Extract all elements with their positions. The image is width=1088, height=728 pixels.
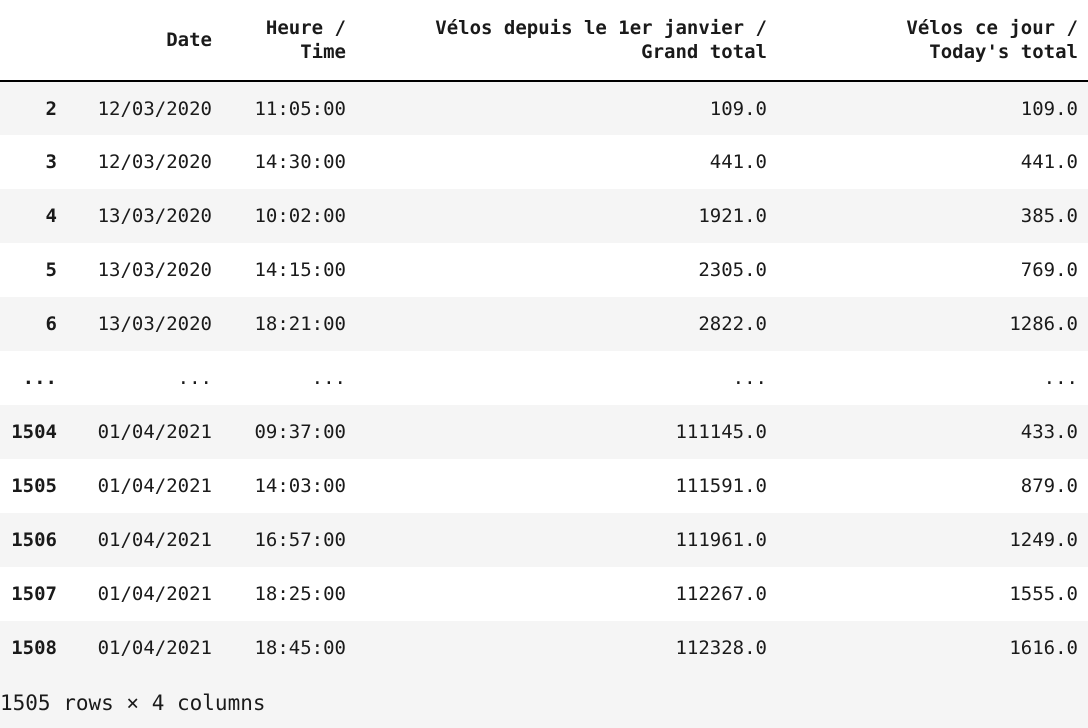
cell-time: 14:30:00	[254, 151, 346, 173]
header-today-line2: Today's total	[929, 41, 1078, 63]
header-index	[0, 0, 67, 82]
dataframe-shape-text: 1505 rows × 4 columns	[0, 691, 266, 715]
header-grand-line1: Vélos depuis le 1er janvier /	[435, 17, 767, 39]
header-row: Date Heure / Time Vélos depuis le 1er ja…	[0, 0, 1088, 82]
cell-today-total: 1555.0	[1009, 583, 1078, 605]
cell-today-total: 433.0	[1020, 421, 1078, 443]
cell-grand-total: 2822.0	[698, 313, 767, 335]
cell-grand-total: 109.0	[709, 97, 767, 120]
cell-time: 11:05:00	[254, 97, 346, 120]
header-today-total: Vélos ce jour / Today's total	[777, 0, 1088, 82]
header-time: Heure / Time	[222, 0, 356, 82]
row-index: 6	[45, 313, 57, 335]
table-row: 1507 01/04/2021 18:25:00 112267.0 1555.0	[0, 567, 1088, 621]
table-row: 4 13/03/2020 10:02:00 1921.0 385.0	[0, 189, 1088, 243]
cell-date: 13/03/2020	[97, 259, 212, 281]
table-row: 2 12/03/2020 11:05:00 109.0 109.0	[0, 81, 1088, 135]
cell-today-total: 769.0	[1020, 259, 1078, 281]
table-row: 5 13/03/2020 14:15:00 2305.0 769.0	[0, 243, 1088, 297]
table-row: 1504 01/04/2021 09:37:00 111145.0 433.0	[0, 405, 1088, 459]
cell-date: 01/04/2021	[97, 421, 212, 443]
cell-time: 16:57:00	[254, 529, 346, 551]
row-index: 1504	[11, 421, 57, 443]
cell-date: 01/04/2021	[97, 475, 212, 497]
cell-grand-total: 111145.0	[675, 421, 767, 443]
cell-time: 14:03:00	[254, 475, 346, 497]
output-background	[0, 655, 1088, 728]
cell-today-total: 1249.0	[1009, 529, 1078, 551]
cell-date: 01/04/2021	[97, 583, 212, 605]
table-row: 1506 01/04/2021 16:57:00 111961.0 1249.0	[0, 513, 1088, 567]
cell-grand-total: 112328.0	[675, 637, 767, 659]
cell-date: ...	[177, 367, 212, 389]
cell-time: 18:25:00	[254, 583, 346, 605]
cell-grand-total: 2305.0	[698, 259, 767, 281]
table-row: 6 13/03/2020 18:21:00 2822.0 1286.0	[0, 297, 1088, 351]
cell-time: ...	[311, 367, 346, 389]
table-row: 1508 01/04/2021 18:45:00 112328.0 1616.0	[0, 621, 1088, 675]
table-row: 3 12/03/2020 14:30:00 441.0 441.0	[0, 135, 1088, 189]
row-index: 2	[45, 97, 57, 120]
cell-today-total: ...	[1043, 367, 1078, 389]
cell-grand-total: 112267.0	[675, 583, 767, 605]
cell-time: 14:15:00	[254, 259, 346, 281]
row-index: 5	[45, 259, 57, 281]
ellipsis-row: ... ... ... ... ...	[0, 351, 1088, 405]
header-grand-line2: Grand total	[641, 41, 767, 63]
header-date: Date	[67, 0, 222, 82]
dataframe-table: Date Heure / Time Vélos depuis le 1er ja…	[0, 0, 1088, 675]
header-time-line1: Heure /	[265, 17, 346, 39]
cell-date: 12/03/2020	[97, 151, 212, 173]
cell-today-total: 879.0	[1020, 475, 1078, 497]
table-header: Date Heure / Time Vélos depuis le 1er ja…	[0, 0, 1088, 82]
row-index: 1507	[11, 583, 57, 605]
cell-time: 09:37:00	[254, 421, 346, 443]
row-index: 1506	[11, 529, 57, 551]
row-index: 4	[45, 205, 57, 227]
header-grand-total: Vélos depuis le 1er janvier / Grand tota…	[356, 0, 777, 82]
cell-grand-total: 1921.0	[698, 205, 767, 227]
cell-time: 18:45:00	[254, 637, 346, 659]
cell-date: 01/04/2021	[97, 529, 212, 551]
cell-today-total: 109.0	[1020, 97, 1078, 120]
table-body: 2 12/03/2020 11:05:00 109.0 109.0 3 12/0…	[0, 81, 1088, 675]
cell-date: 13/03/2020	[97, 313, 212, 335]
cell-grand-total: 111591.0	[675, 475, 767, 497]
cell-today-total: 441.0	[1020, 151, 1078, 173]
cell-date: 13/03/2020	[97, 205, 212, 227]
cell-date: 12/03/2020	[97, 97, 212, 120]
header-date-label: Date	[166, 29, 212, 51]
row-index: 1505	[11, 475, 57, 497]
row-index: 1508	[11, 637, 57, 659]
cell-grand-total: 111961.0	[675, 529, 767, 551]
table-row: 1505 01/04/2021 14:03:00 111591.0 879.0	[0, 459, 1088, 513]
header-time-line2: Time	[300, 41, 346, 63]
cell-grand-total: 441.0	[709, 151, 767, 173]
cell-time: 18:21:00	[254, 313, 346, 335]
cell-grand-total: ...	[732, 367, 767, 389]
cell-time: 10:02:00	[254, 205, 346, 227]
row-index: 3	[45, 151, 57, 173]
header-today-line1: Vélos ce jour /	[906, 17, 1078, 39]
cell-today-total: 1286.0	[1009, 313, 1078, 335]
cell-today-total: 1616.0	[1009, 637, 1078, 659]
cell-date: 01/04/2021	[97, 637, 212, 659]
cell-today-total: 385.0	[1020, 205, 1078, 227]
row-index: ...	[22, 367, 57, 389]
